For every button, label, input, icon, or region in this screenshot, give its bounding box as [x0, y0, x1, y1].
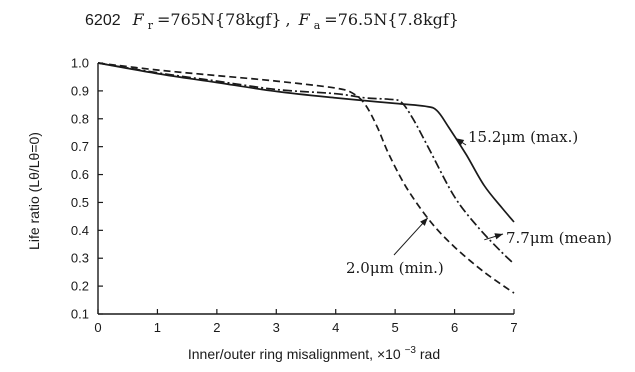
- x-axis-label-text: Inner/outer ring misalignment, ×10: [188, 346, 401, 362]
- x-axis-label-exponent: −3: [405, 345, 417, 356]
- axes: [97, 63, 514, 315]
- annotation-label-max: 15.2μm (max.): [468, 128, 578, 146]
- x-tick-label: 0: [94, 320, 101, 335]
- x-axis-label: Inner/outer ring misalignment, ×10 −3 ra…: [188, 340, 440, 362]
- y-tick-label: 0.3: [71, 251, 89, 266]
- series-layer: [97, 62, 515, 294]
- annotation-leader-min: [393, 217, 429, 256]
- y-tick-label: 0.8: [71, 111, 89, 126]
- x-tick-label: 1: [154, 320, 161, 335]
- series-line-min: [97, 62, 515, 294]
- y-tick-label: 0.1: [71, 307, 89, 322]
- chart-title: 6202 F r =765N{78kgf} , F a =76.5N{7.8kg…: [85, 10, 459, 33]
- annotation-label-min: 2.0μm (min.): [346, 259, 444, 277]
- x-tick-label: 2: [213, 320, 220, 335]
- y-tick-label: 0.4: [71, 223, 89, 238]
- title-fr-value: =765N{78kgf}: [157, 10, 282, 29]
- y-tick-label: 0.5: [71, 195, 89, 210]
- title-fr-sub: r: [148, 19, 154, 32]
- annotation-arrowhead-mean: [494, 233, 503, 240]
- title-fa-symbol: F: [298, 10, 311, 29]
- annotation-arrowhead-min: [420, 217, 428, 226]
- title-fa-sub: a: [314, 19, 321, 32]
- x-ticks: 0 1 2 3 4 5 6 7: [94, 309, 518, 335]
- series-line-mean: [97, 62, 515, 265]
- x-tick-label: 6: [451, 320, 458, 335]
- y-ticks: 0.1 0.2 0.3 0.4 0.5 0.6 0.7 0.8 0.9 1.0: [71, 56, 103, 322]
- x-tick-label: 4: [332, 320, 339, 335]
- y-tick-label: 0.9: [71, 83, 89, 98]
- y-tick-label: 0.6: [71, 167, 89, 182]
- y-tick-label: 0.2: [71, 279, 89, 294]
- title-bearing: 6202: [85, 12, 121, 29]
- x-tick-label: 5: [392, 320, 399, 335]
- y-axis-label: Life ratio (Lθ/Lθ=0): [26, 132, 42, 250]
- annotation-label-mean: 7.7μm (mean): [506, 229, 612, 247]
- x-tick-label: 3: [273, 320, 280, 335]
- title-fr-symbol: F: [132, 10, 145, 29]
- annotations: 15.2μm (max.) 7.7μm (mean) 2.0μm (min.): [346, 128, 612, 277]
- x-axis-label-unit: rad: [420, 346, 440, 362]
- title-fa-value: =76.5N{7.8kgf}: [324, 10, 459, 29]
- title-separator: ,: [286, 10, 291, 29]
- series-line-max: [97, 62, 515, 223]
- y-tick-label: 0.7: [71, 139, 89, 154]
- x-tick-label: 7: [510, 320, 517, 335]
- annotation-arrowhead-max: [455, 138, 465, 146]
- y-tick-label: 1.0: [71, 56, 89, 71]
